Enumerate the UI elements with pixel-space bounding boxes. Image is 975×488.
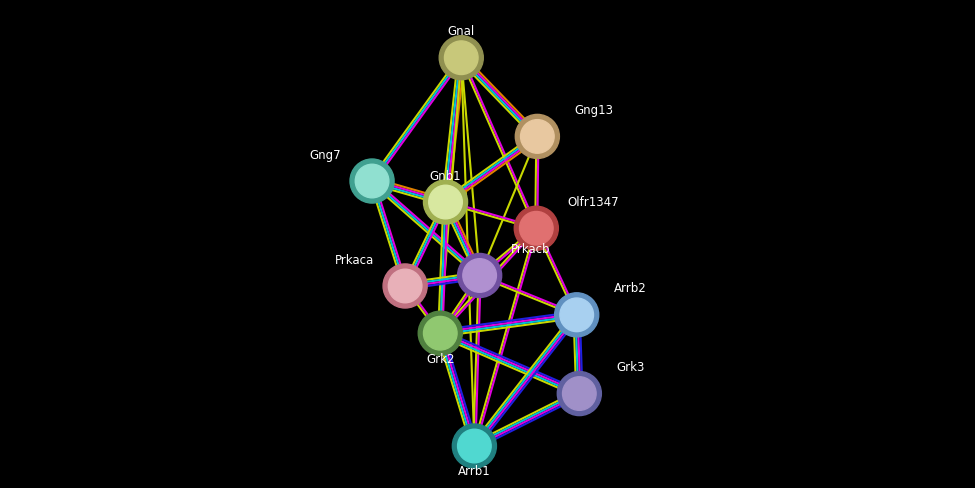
- Circle shape: [463, 259, 496, 292]
- Text: Gng7: Gng7: [309, 149, 340, 162]
- Circle shape: [383, 264, 427, 308]
- Circle shape: [350, 159, 394, 203]
- Circle shape: [521, 120, 554, 153]
- Circle shape: [558, 371, 602, 416]
- Circle shape: [423, 180, 468, 224]
- Circle shape: [418, 311, 462, 355]
- Circle shape: [429, 185, 462, 219]
- Text: Grk2: Grk2: [426, 353, 454, 366]
- Circle shape: [355, 164, 389, 198]
- Text: Grk3: Grk3: [616, 361, 644, 374]
- Text: Gnb1: Gnb1: [430, 170, 461, 183]
- Circle shape: [445, 41, 478, 75]
- Text: Gng13: Gng13: [574, 104, 613, 117]
- Text: Arrb1: Arrb1: [458, 466, 490, 478]
- Circle shape: [457, 253, 502, 298]
- Circle shape: [452, 424, 496, 468]
- Circle shape: [516, 114, 560, 159]
- Circle shape: [439, 36, 484, 80]
- Text: Gnal: Gnal: [448, 25, 475, 38]
- Text: Prkacb: Prkacb: [511, 243, 551, 256]
- Circle shape: [388, 269, 422, 303]
- Circle shape: [520, 211, 553, 245]
- Circle shape: [514, 206, 559, 250]
- Circle shape: [560, 298, 594, 332]
- Circle shape: [555, 293, 599, 337]
- Circle shape: [563, 377, 596, 410]
- Circle shape: [423, 316, 457, 350]
- Text: Olfr1347: Olfr1347: [567, 196, 619, 209]
- Circle shape: [457, 429, 491, 463]
- Text: Prkaca: Prkaca: [334, 254, 373, 266]
- Text: Arrb2: Arrb2: [613, 283, 646, 295]
